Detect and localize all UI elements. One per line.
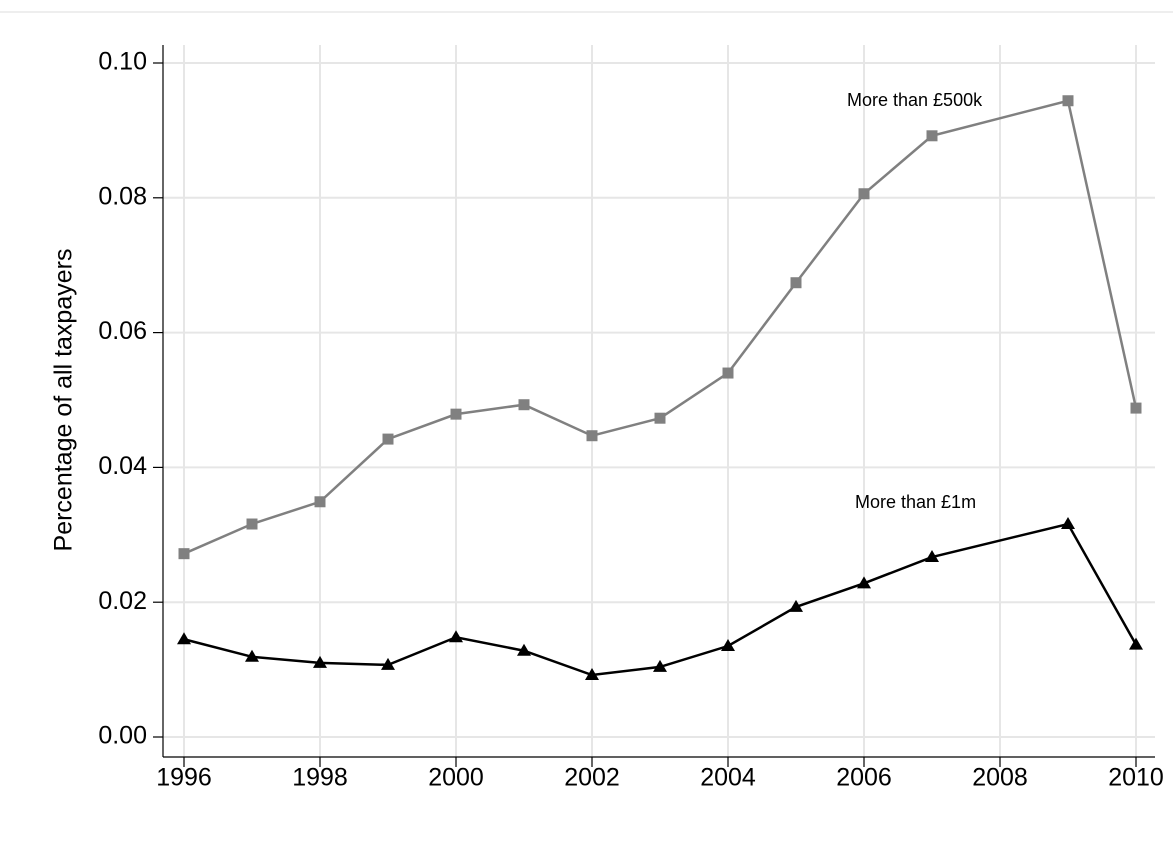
x-tick-label: 2002 bbox=[564, 764, 620, 792]
series-label: More than £500k bbox=[847, 90, 983, 110]
x-tick-label: 2006 bbox=[836, 764, 892, 792]
marker bbox=[178, 548, 190, 560]
marker bbox=[450, 408, 462, 420]
x-tick-label: 2008 bbox=[972, 764, 1028, 792]
marker bbox=[654, 412, 666, 424]
marker bbox=[586, 430, 598, 442]
marker bbox=[313, 655, 327, 668]
marker bbox=[177, 632, 191, 645]
marker bbox=[1061, 517, 1075, 530]
marker bbox=[789, 599, 803, 612]
y-tick-label: 0.08 bbox=[98, 182, 147, 210]
marker bbox=[518, 399, 530, 411]
marker bbox=[926, 130, 938, 142]
y-tick-label: 0.04 bbox=[98, 452, 147, 480]
y-tick-label: 0.10 bbox=[98, 48, 147, 76]
series-line bbox=[183, 99, 1138, 555]
marker bbox=[721, 639, 735, 652]
marker bbox=[449, 630, 463, 643]
marker bbox=[585, 667, 599, 680]
y-tick-label: 0.06 bbox=[98, 317, 147, 345]
marker bbox=[1130, 402, 1142, 414]
marker bbox=[245, 649, 259, 662]
marker bbox=[722, 367, 734, 379]
marker bbox=[653, 659, 667, 672]
x-tick-label: 2010 bbox=[1108, 764, 1164, 792]
marker bbox=[381, 657, 395, 670]
marker bbox=[858, 188, 870, 200]
marker bbox=[314, 496, 326, 508]
y-tick-label: 0.02 bbox=[98, 587, 147, 615]
marker bbox=[382, 433, 394, 445]
x-tick-label: 2004 bbox=[700, 764, 756, 792]
marker bbox=[1062, 95, 1074, 107]
x-tick-label: 1996 bbox=[156, 764, 212, 792]
marker bbox=[790, 277, 802, 289]
y-tick-label: 0.00 bbox=[98, 722, 147, 750]
x-tick-label: 2000 bbox=[428, 764, 484, 792]
marker bbox=[925, 550, 939, 563]
marker bbox=[1129, 637, 1143, 650]
series-label: More than £1m bbox=[855, 492, 976, 512]
marker bbox=[857, 576, 871, 589]
y-axis-label: Percentage of all taxpayers bbox=[50, 249, 78, 552]
marker bbox=[517, 643, 531, 656]
series-line bbox=[183, 522, 1138, 677]
x-tick-label: 1998 bbox=[292, 764, 348, 792]
marker bbox=[246, 518, 258, 530]
